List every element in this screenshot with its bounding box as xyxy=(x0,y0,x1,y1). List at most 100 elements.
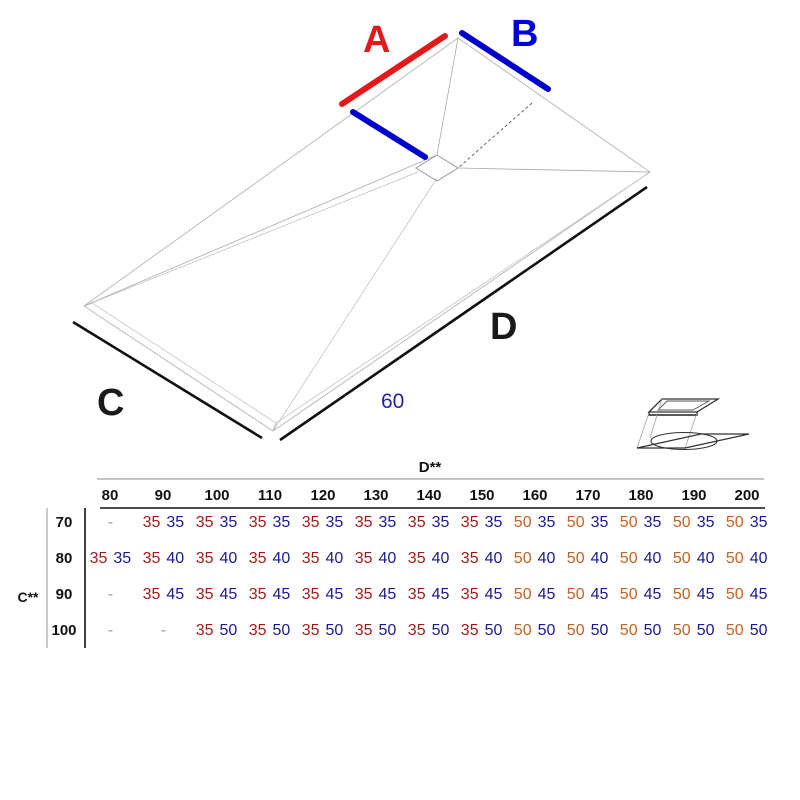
svg-text:50: 50 xyxy=(514,514,532,531)
svg-text:150: 150 xyxy=(469,487,494,504)
svg-text:35: 35 xyxy=(302,622,320,639)
svg-text:35: 35 xyxy=(273,514,291,531)
svg-text:120: 120 xyxy=(310,487,335,504)
svg-text:40: 40 xyxy=(432,550,450,567)
svg-text:50: 50 xyxy=(726,514,744,531)
svg-text:-: - xyxy=(161,622,166,639)
svg-text:35: 35 xyxy=(166,514,184,531)
svg-text:40: 40 xyxy=(750,550,768,567)
svg-text:50: 50 xyxy=(726,622,744,639)
svg-text:50: 50 xyxy=(273,622,291,639)
svg-text:70: 70 xyxy=(56,514,73,531)
svg-text:35: 35 xyxy=(461,550,479,567)
svg-text:50: 50 xyxy=(620,550,638,567)
svg-text:-: - xyxy=(108,622,113,639)
svg-text:35: 35 xyxy=(461,514,479,531)
svg-text:35: 35 xyxy=(408,514,426,531)
svg-text:35: 35 xyxy=(196,550,214,567)
svg-text:50: 50 xyxy=(697,622,715,639)
svg-text:130: 130 xyxy=(363,487,388,504)
svg-text:35: 35 xyxy=(591,514,609,531)
svg-text:40: 40 xyxy=(273,550,291,567)
svg-text:-: - xyxy=(108,514,113,531)
svg-text:50: 50 xyxy=(673,550,691,567)
svg-text:100: 100 xyxy=(204,487,229,504)
svg-text:50: 50 xyxy=(620,586,638,603)
svg-text:A: A xyxy=(363,19,390,61)
svg-text:45: 45 xyxy=(326,586,344,603)
svg-text:50: 50 xyxy=(485,622,503,639)
svg-text:35: 35 xyxy=(143,514,161,531)
svg-text:40: 40 xyxy=(166,550,184,567)
svg-text:40: 40 xyxy=(379,550,397,567)
svg-text:45: 45 xyxy=(697,586,715,603)
svg-text:45: 45 xyxy=(591,586,609,603)
svg-text:40: 40 xyxy=(326,550,344,567)
svg-text:40: 40 xyxy=(591,550,609,567)
svg-text:35: 35 xyxy=(408,622,426,639)
svg-text:35: 35 xyxy=(355,514,373,531)
svg-text:35: 35 xyxy=(143,586,161,603)
svg-text:160: 160 xyxy=(522,487,547,504)
svg-text:50: 50 xyxy=(673,514,691,531)
svg-text:50: 50 xyxy=(432,622,450,639)
svg-text:90: 90 xyxy=(155,487,172,504)
svg-text:50: 50 xyxy=(644,622,662,639)
svg-text:D**: D** xyxy=(419,459,442,476)
svg-text:45: 45 xyxy=(379,586,397,603)
svg-text:50: 50 xyxy=(379,622,397,639)
svg-text:35: 35 xyxy=(432,514,450,531)
svg-text:35: 35 xyxy=(538,514,556,531)
svg-text:35: 35 xyxy=(302,550,320,567)
svg-text:50: 50 xyxy=(567,622,585,639)
svg-text:45: 45 xyxy=(166,586,184,603)
svg-text:40: 40 xyxy=(644,550,662,567)
svg-text:50: 50 xyxy=(620,622,638,639)
svg-text:35: 35 xyxy=(143,550,161,567)
svg-text:45: 45 xyxy=(432,586,450,603)
svg-text:35: 35 xyxy=(750,514,768,531)
svg-text:C: C xyxy=(97,382,124,424)
svg-text:B: B xyxy=(511,13,538,55)
svg-text:50: 50 xyxy=(514,550,532,567)
svg-text:35: 35 xyxy=(461,622,479,639)
svg-text:45: 45 xyxy=(485,586,503,603)
svg-text:35: 35 xyxy=(196,514,214,531)
svg-text:50: 50 xyxy=(514,622,532,639)
svg-text:50: 50 xyxy=(220,622,238,639)
svg-text:50: 50 xyxy=(538,622,556,639)
svg-text:200: 200 xyxy=(734,487,759,504)
svg-text:35: 35 xyxy=(408,586,426,603)
svg-text:D: D xyxy=(490,306,517,348)
svg-text:35: 35 xyxy=(302,586,320,603)
svg-text:35: 35 xyxy=(355,622,373,639)
svg-text:50: 50 xyxy=(514,586,532,603)
svg-text:35: 35 xyxy=(220,514,238,531)
svg-text:40: 40 xyxy=(697,550,715,567)
svg-text:50: 50 xyxy=(726,550,744,567)
svg-text:40: 40 xyxy=(485,550,503,567)
svg-text:45: 45 xyxy=(273,586,291,603)
svg-text:40: 40 xyxy=(538,550,556,567)
svg-text:35: 35 xyxy=(355,550,373,567)
svg-text:45: 45 xyxy=(644,586,662,603)
svg-text:35: 35 xyxy=(249,622,267,639)
svg-text:35: 35 xyxy=(485,514,503,531)
svg-text:90: 90 xyxy=(56,586,73,603)
svg-text:180: 180 xyxy=(628,487,653,504)
svg-text:35: 35 xyxy=(90,550,108,567)
svg-text:35: 35 xyxy=(196,586,214,603)
svg-text:35: 35 xyxy=(461,586,479,603)
svg-text:100: 100 xyxy=(51,622,76,639)
svg-text:50: 50 xyxy=(750,622,768,639)
svg-text:50: 50 xyxy=(673,622,691,639)
svg-text:50: 50 xyxy=(620,514,638,531)
svg-text:35: 35 xyxy=(644,514,662,531)
svg-text:35: 35 xyxy=(326,514,344,531)
svg-text:45: 45 xyxy=(538,586,556,603)
svg-text:40: 40 xyxy=(220,550,238,567)
svg-text:50: 50 xyxy=(726,586,744,603)
svg-text:140: 140 xyxy=(416,487,441,504)
svg-text:-: - xyxy=(108,586,113,603)
svg-text:35: 35 xyxy=(249,514,267,531)
